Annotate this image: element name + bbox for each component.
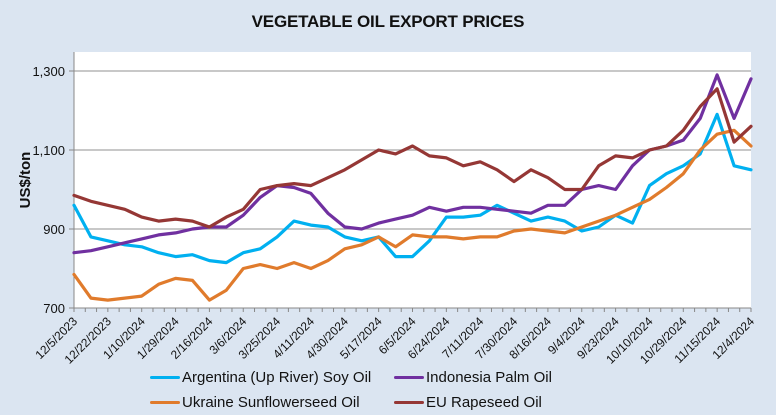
legend-item-argentina: Argentina (Up River) Soy Oil: [150, 369, 371, 386]
legend-swatch: [150, 401, 180, 404]
chart-title: VEGETABLE OIL EXPORT PRICES: [251, 12, 525, 31]
legend-item-ukraine: Ukraine Sunflowerseed Oil: [150, 394, 360, 411]
plot-area: [74, 52, 751, 308]
legend-label: EU Rapeseed Oil: [426, 394, 542, 411]
y-axis-label: US$/ton: [17, 152, 34, 209]
legend-item-eu: EU Rapeseed Oil: [394, 394, 542, 411]
legend-swatch: [150, 376, 180, 379]
legend-label: Ukraine Sunflowerseed Oil: [182, 394, 360, 411]
y-tick-label: 900: [43, 222, 65, 237]
legend-swatch: [394, 376, 424, 379]
y-tick-label: 700: [43, 301, 65, 316]
series-line-0: [72, 112, 753, 265]
legend-label: Argentina (Up River) Soy Oil: [182, 369, 372, 386]
y-tick-label: 1,300: [32, 64, 65, 79]
series-line-2: [72, 128, 753, 302]
legend-swatch: [394, 401, 424, 404]
y-tick-label: 1,100: [32, 143, 65, 158]
series-line-3: [72, 87, 753, 229]
legend-label: Indonesia Palm Oil: [426, 369, 552, 386]
series-line-1: [72, 73, 753, 255]
legend-item-indonesia: Indonesia Palm Oil: [394, 369, 552, 386]
